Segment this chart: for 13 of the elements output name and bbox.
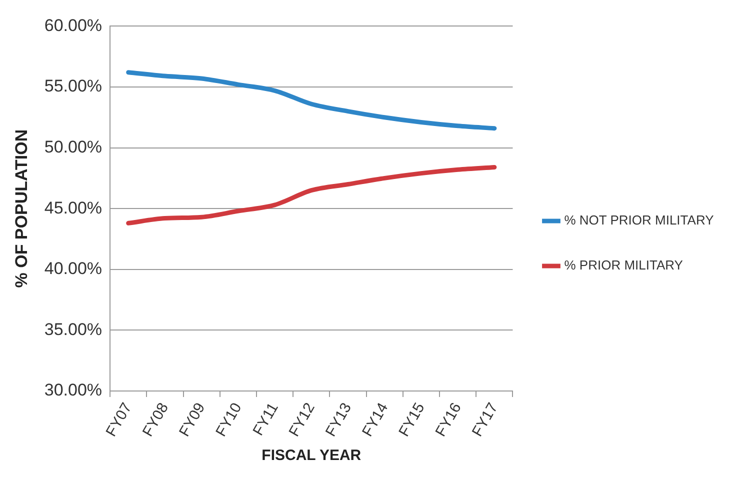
y-tick-label: 30.00% — [44, 380, 102, 400]
legend-label: % NOT PRIOR MILITARY — [564, 212, 714, 228]
y-tick-label: 40.00% — [44, 259, 102, 278]
line-series — [126, 164, 497, 226]
y-axis-title: % OF POPULATION — [12, 129, 31, 288]
y-tick-label: 35.00% — [44, 320, 102, 339]
x-axis-title: FISCAL YEAR — [262, 447, 362, 464]
y-tick-label: 60.00% — [44, 16, 102, 35]
y-tick-label: 50.00% — [44, 137, 102, 156]
y-tick-label: 45.00% — [44, 198, 102, 218]
line-series — [126, 70, 497, 131]
y-tick-label: 55.00% — [44, 76, 102, 96]
legend-label: % PRIOR MILITARY — [564, 258, 684, 273]
